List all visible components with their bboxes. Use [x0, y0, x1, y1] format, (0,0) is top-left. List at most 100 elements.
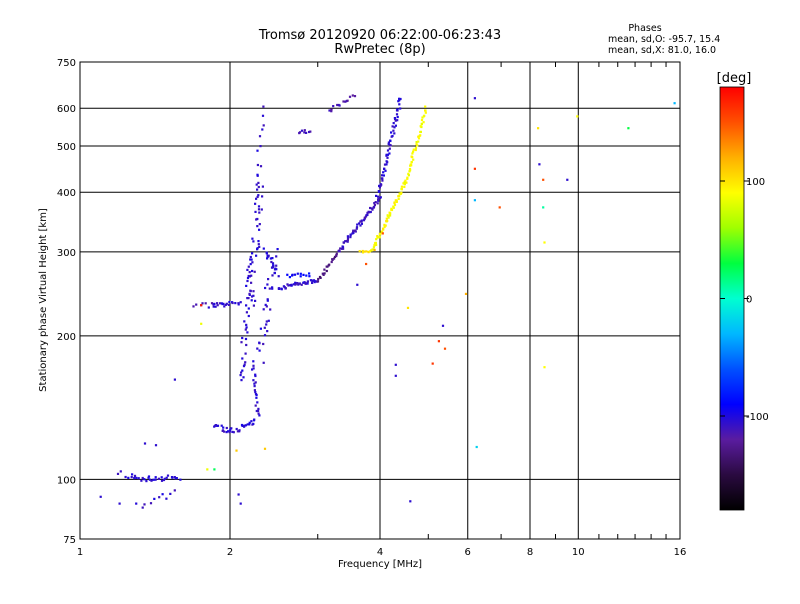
- echo-point: [251, 261, 254, 264]
- echo-point: [294, 283, 297, 286]
- echo-point: [148, 478, 151, 481]
- echo-point: [392, 122, 395, 125]
- echo-point: [266, 255, 269, 258]
- echo-point: [378, 184, 381, 187]
- echo-point: [250, 274, 253, 277]
- echo-point: [398, 97, 401, 100]
- colorbar-tick-label: 100: [746, 177, 765, 188]
- echo-point: [124, 475, 127, 479]
- echo-point: [358, 250, 361, 253]
- stats-x-mode: mean, sd,X: 81.0, 16.0: [608, 45, 716, 56]
- echo-point: [399, 97, 402, 101]
- echo-point: [627, 127, 630, 130]
- echo-point: [265, 323, 268, 326]
- echo-point: [265, 320, 268, 323]
- echo-point: [256, 173, 259, 176]
- echo-point: [147, 476, 150, 479]
- echo-point: [388, 211, 391, 214]
- echo-point: [135, 502, 138, 505]
- echo-point: [417, 137, 421, 140]
- echo-point: [411, 152, 414, 155]
- echo-point: [299, 272, 302, 275]
- echo-point: [311, 281, 314, 284]
- echo-point: [228, 300, 231, 304]
- echo-point: [296, 272, 299, 275]
- echo-point: [394, 363, 397, 366]
- echo-point: [362, 219, 366, 222]
- echo-point: [255, 254, 258, 257]
- echo-point: [239, 374, 242, 377]
- echo-point: [395, 113, 399, 116]
- echo-point: [266, 330, 269, 333]
- echo-point: [346, 240, 349, 243]
- echo-point: [317, 277, 320, 281]
- echo-point: [150, 479, 153, 482]
- echo-point: [390, 131, 393, 134]
- echo-point: [543, 366, 546, 369]
- echo-point: [376, 236, 379, 239]
- echo-point: [351, 94, 354, 97]
- echo-point: [255, 218, 258, 221]
- echo-point: [256, 347, 259, 350]
- echo-point: [235, 449, 238, 452]
- echo-point: [303, 131, 306, 134]
- echo-point: [169, 492, 172, 495]
- echo-point: [342, 100, 345, 103]
- echo-point: [340, 247, 343, 250]
- echo-point: [405, 181, 408, 184]
- echo-point: [259, 327, 262, 330]
- echo-point: [374, 241, 377, 244]
- echo-point: [250, 281, 253, 284]
- echo-point: [254, 381, 257, 384]
- echo-point: [364, 215, 368, 218]
- echo-point: [240, 341, 243, 344]
- echo-point: [386, 149, 390, 152]
- echo-point: [346, 99, 349, 102]
- echo-point: [403, 185, 406, 188]
- echo-point: [419, 125, 422, 128]
- echo-point: [390, 207, 393, 210]
- echo-point: [373, 244, 376, 247]
- echo-point: [346, 235, 349, 238]
- echo-point: [206, 468, 209, 471]
- echo-point: [387, 142, 390, 146]
- echo-point: [338, 104, 341, 107]
- echo-point: [225, 302, 228, 305]
- echo-point: [330, 110, 333, 113]
- echo-point: [392, 206, 395, 209]
- echo-point: [255, 393, 258, 397]
- echo-point: [241, 336, 244, 340]
- echo-point: [291, 273, 294, 276]
- echo-point: [250, 258, 253, 261]
- echo-point: [268, 287, 271, 290]
- echo-point: [406, 176, 409, 179]
- echo-point: [303, 129, 306, 132]
- echo-point: [332, 105, 335, 108]
- echo-point: [353, 95, 357, 98]
- echo-point: [420, 118, 424, 122]
- y-tick-label: 100: [57, 475, 76, 486]
- echo-point: [137, 477, 140, 480]
- echo-point: [346, 238, 349, 242]
- echo-point: [214, 424, 217, 427]
- echo-point: [389, 144, 392, 147]
- echo-point: [171, 476, 174, 479]
- echo-point: [244, 352, 247, 355]
- echo-point: [249, 263, 252, 266]
- echo-point: [397, 195, 400, 198]
- echo-point: [341, 245, 344, 248]
- echo-point: [306, 282, 309, 285]
- colorbar-ticks: -100 0 100: [720, 177, 769, 423]
- echo-point: [173, 489, 176, 492]
- echo-point: [173, 476, 176, 479]
- echo-point: [424, 105, 427, 108]
- echo-point: [365, 250, 368, 253]
- echo-point: [118, 502, 121, 505]
- echo-point: [566, 178, 569, 181]
- echo-point: [372, 246, 375, 249]
- echo-point: [388, 147, 391, 150]
- echo-point: [321, 272, 324, 275]
- echo-point: [133, 477, 136, 480]
- echo-point: [336, 103, 339, 107]
- echo-point: [222, 426, 225, 429]
